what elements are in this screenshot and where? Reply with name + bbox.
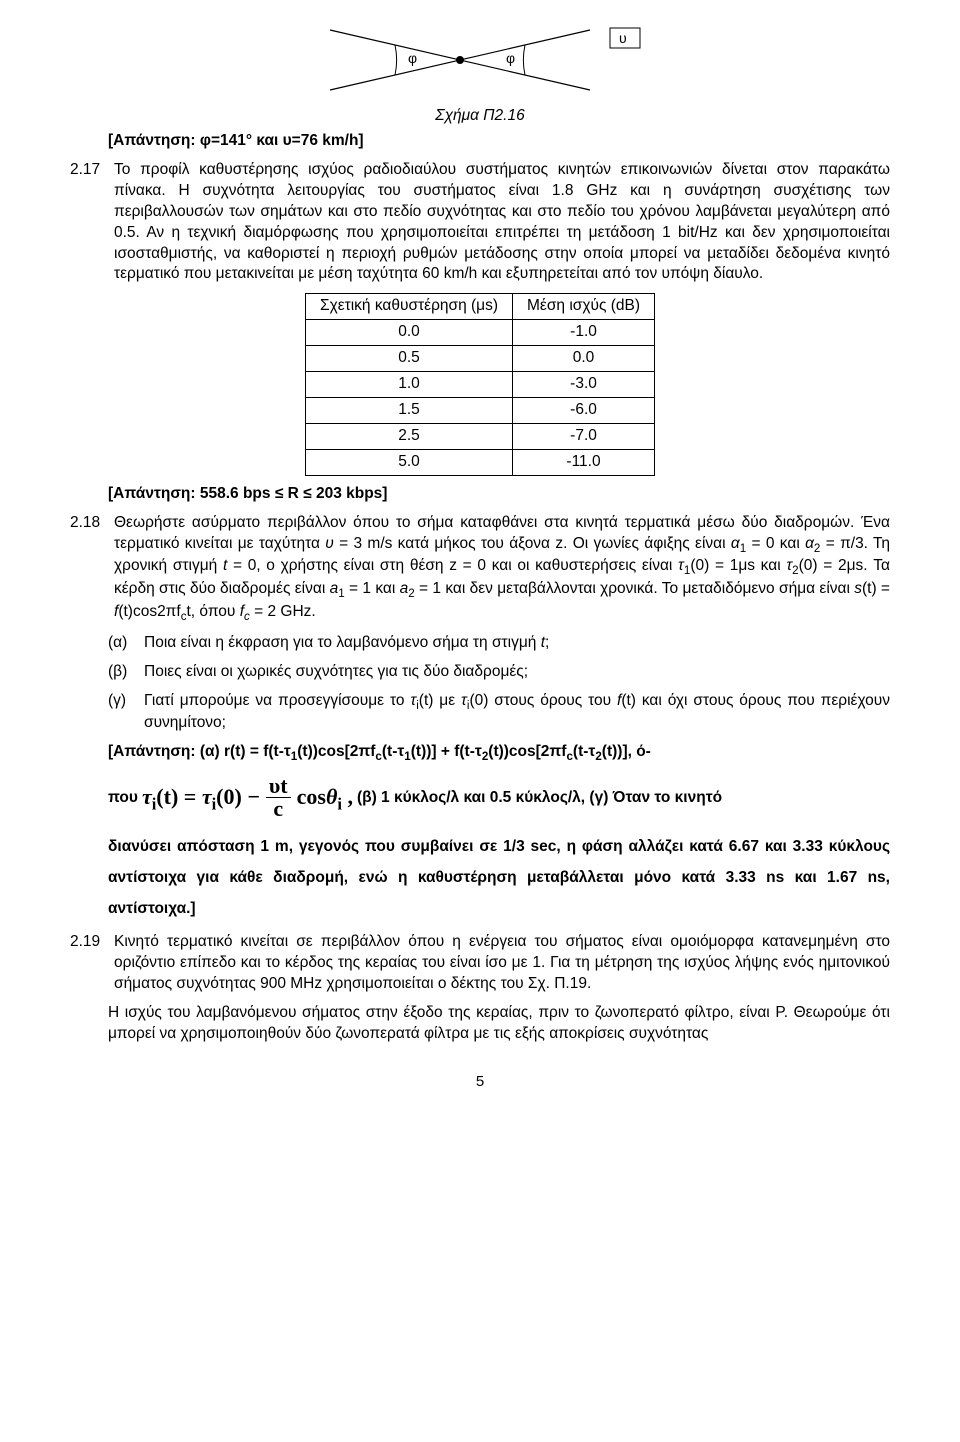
answer-2-18-line1: [Απάντηση: (α) r(t) = f(t-τ1(t))cos[2πfc…	[70, 742, 890, 765]
table-cell: 5.0	[305, 449, 512, 475]
q218-c-body: Γιατί μπορούμε να προσεγγίσουμε το τi(t)…	[144, 691, 890, 735]
table-cell: 2.5	[305, 423, 512, 449]
table-cell: 1.0	[305, 372, 512, 398]
q219-body: Κινητό τερματικό κινείται σε περιβάλλον …	[114, 932, 890, 995]
q218-b-body: Ποιες είναι οι χωρικές συχνότητες για τι…	[144, 662, 890, 683]
table-row: 2.5-7.0	[305, 423, 654, 449]
q218-c-label: (γ)	[108, 691, 134, 735]
table-header: Μέση ισχύς (dB)	[513, 294, 655, 320]
q217-number: 2.17	[70, 160, 104, 286]
table-cell: 0.0	[305, 320, 512, 346]
answer-218-tail: (β) 1 κύκλος/λ και 0.5 κύκλος/λ, (γ) Ότα…	[357, 781, 722, 815]
q218-a-body: Ποια είναι η έκφραση για το λαμβανόμενο …	[144, 633, 890, 654]
answer-2-16: [Απάντηση: φ=141° και υ=76 km/h]	[70, 131, 890, 152]
q218-number: 2.18	[70, 513, 104, 625]
q219-number: 2.19	[70, 932, 104, 995]
answer-2-18-line3: διανύσει απόσταση 1 m, γεγονός που συμβα…	[70, 831, 890, 924]
answer-218-eq-left: τi(t) = τi(0) −	[142, 773, 260, 823]
table-cell: -1.0	[513, 320, 655, 346]
q217-body: Το προφίλ καθυστέρησης ισχύος ραδιοδιαύλ…	[114, 160, 890, 286]
q219-body2: Η ισχύς του λαμβανόμενου σήματος στην έξ…	[70, 1003, 890, 1045]
table-cell: -7.0	[513, 423, 655, 449]
table-row: 1.0-3.0	[305, 372, 654, 398]
q218-body: Θεωρήστε ασύρματο περιβάλλον όπου το σήμ…	[114, 513, 890, 625]
table-cell: -11.0	[513, 449, 655, 475]
answer-2-17: [Απάντηση: 558.6 bps ≤ R ≤ 203 kbps]	[70, 484, 890, 505]
answer-218-eq-right: cosθi ,	[297, 773, 353, 823]
q218-b-label: (β)	[108, 662, 134, 683]
figure-caption: Σχήμα Π2.16	[70, 106, 890, 127]
figure-2-16-diagram: φ φ υ	[300, 10, 660, 100]
table-cell: 0.0	[513, 346, 655, 372]
table-row: 1.5-6.0	[305, 398, 654, 424]
box-velocity-label: υ	[619, 30, 627, 46]
table-cell: 1.5	[305, 398, 512, 424]
table-header: Σχετική καθυστέρηση (μs)	[305, 294, 512, 320]
table-row: 0.0-1.0	[305, 320, 654, 346]
phi-left-label: φ	[408, 50, 417, 66]
frac-bot: c	[266, 798, 291, 820]
table-row: 5.0-11.0	[305, 449, 654, 475]
answer-218-prefix: που	[108, 781, 138, 815]
table-cell: -6.0	[513, 398, 655, 424]
frac-top: υt	[266, 775, 291, 798]
answer-2-18-line2: που τi(t) = τi(0) − υt c cosθi , (β) 1 κ…	[70, 773, 890, 823]
table-cell: 0.5	[305, 346, 512, 372]
delay-power-table: Σχετική καθυστέρηση (μs)Μέση ισχύς (dB) …	[305, 293, 655, 475]
answer-218-fraction: υt c	[266, 775, 291, 820]
q218-a-label: (α)	[108, 633, 134, 654]
table-cell: -3.0	[513, 372, 655, 398]
page-number: 5	[70, 1072, 890, 1092]
phi-right-label: φ	[506, 50, 515, 66]
table-row: 0.50.0	[305, 346, 654, 372]
